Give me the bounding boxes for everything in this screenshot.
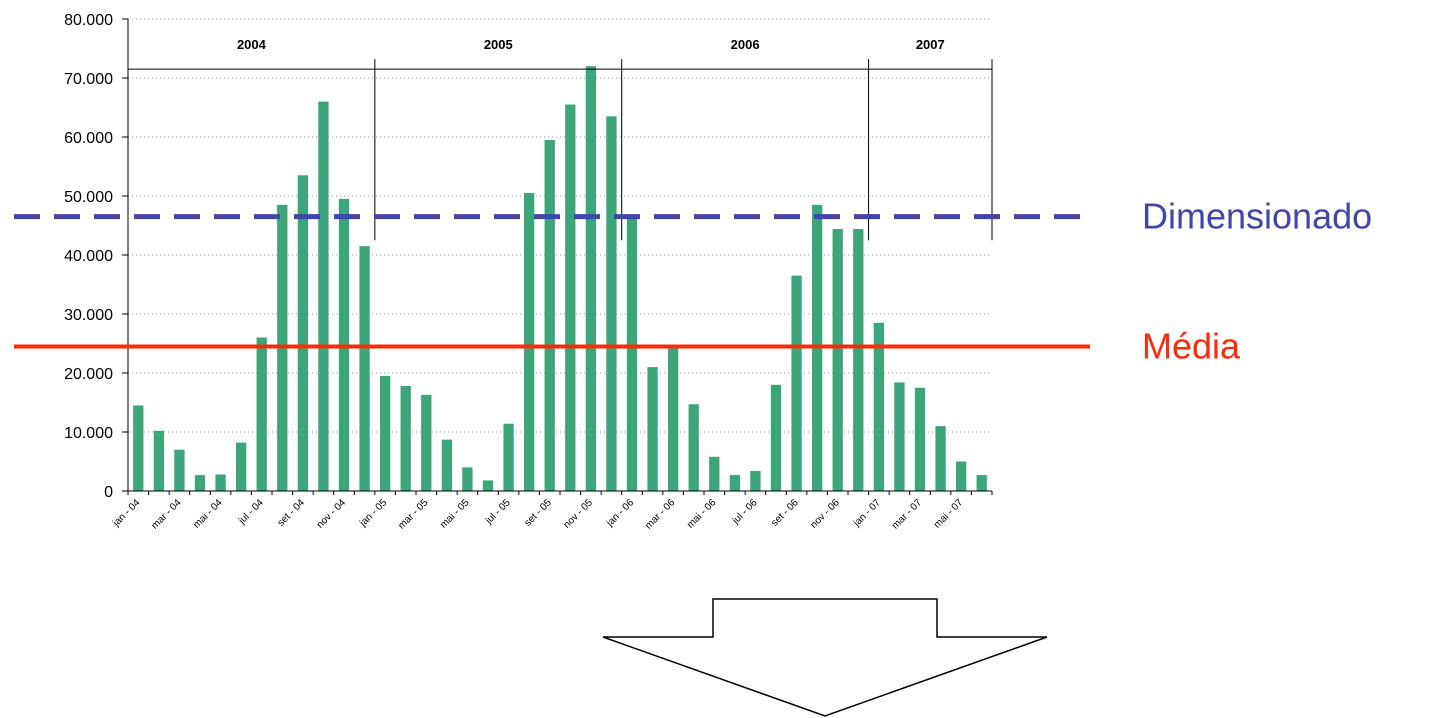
bar — [297, 175, 308, 491]
bar — [791, 275, 802, 491]
bar — [236, 442, 247, 491]
y-tick-label: 80.000 — [64, 12, 113, 29]
y-tick-label: 60.000 — [64, 130, 113, 147]
bar — [174, 449, 185, 491]
down-arrow-icon — [602, 598, 1048, 717]
x-tick-label: mar - 06 — [643, 497, 677, 531]
bar — [668, 346, 679, 491]
year-label: 2006 — [731, 37, 760, 52]
y-axis-ticks: 0 10.000 20.000 30.000 40.000 50.000 60.000 70.… — [64, 12, 128, 501]
x-tick-label: set - 04 — [276, 497, 308, 529]
year-bands: 2004 2005 2006 2007 — [128, 37, 993, 241]
bar — [215, 474, 226, 491]
x-tick-label: mai - 05 — [438, 497, 472, 531]
bar — [626, 216, 638, 491]
y-tick-label: 0 — [104, 484, 113, 501]
year-label: 2007 — [916, 37, 945, 52]
bar — [688, 404, 699, 491]
year-label: 2005 — [484, 37, 513, 52]
bar — [873, 322, 884, 491]
bar — [729, 475, 740, 491]
bar — [585, 66, 596, 491]
bar — [914, 387, 926, 491]
y-tick-label: 50.000 — [64, 189, 113, 206]
x-tick-label: mar - 04 — [149, 497, 183, 531]
x-tick-label: set - 06 — [769, 497, 801, 529]
x-tick-label: jul - 06 — [730, 497, 760, 527]
reference-line-label: Média — [1142, 325, 1241, 366]
x-tick-label: mar - 07 — [890, 497, 924, 531]
reference-lines: Dimensionado Média — [14, 196, 1372, 366]
x-tick-label: mai - 04 — [191, 497, 225, 531]
x-tick-label: mai - 07 — [932, 497, 966, 531]
gridlines — [128, 18, 992, 433]
x-tick-label: jan - 07 — [851, 497, 883, 529]
y-tick-label: 10.000 — [64, 425, 113, 442]
bar — [606, 116, 617, 491]
bar — [503, 423, 514, 491]
bar — [709, 456, 720, 491]
x-tick-label: mar - 05 — [396, 497, 430, 531]
bar — [894, 382, 905, 491]
bar — [565, 104, 576, 492]
x-tick-label: nov - 06 — [809, 497, 843, 531]
x-tick-label: jan - 04 — [110, 497, 142, 529]
bars — [133, 66, 987, 492]
x-tick-label: jul - 04 — [236, 497, 266, 527]
reference-line-label: Dimensionado — [1142, 196, 1372, 237]
bar — [421, 394, 432, 491]
bar — [544, 139, 555, 491]
y-tick-label: 20.000 — [64, 366, 113, 383]
year-label: 2004 — [237, 37, 267, 52]
bar — [750, 470, 761, 491]
x-tick-label: jan - 05 — [357, 497, 389, 529]
x-tick-label: nov - 05 — [562, 497, 596, 531]
bar — [770, 384, 782, 491]
y-tick-label: 30.000 — [64, 307, 113, 324]
bar — [380, 375, 391, 491]
bar — [935, 426, 946, 491]
bar — [956, 461, 967, 491]
bar — [153, 430, 164, 491]
x-tick-label: jan - 06 — [604, 497, 636, 529]
bar — [441, 439, 452, 491]
bar — [359, 246, 370, 491]
bar — [133, 405, 144, 491]
y-tick-label: 70.000 — [64, 71, 113, 88]
x-tick-label: jul - 05 — [483, 497, 513, 527]
x-tick-label: set - 05 — [522, 497, 554, 529]
x-tick-label: nov - 04 — [315, 497, 349, 531]
bar — [976, 475, 987, 491]
bar — [462, 467, 473, 491]
bar — [194, 475, 206, 491]
bar — [832, 229, 843, 492]
bar — [256, 337, 267, 491]
bar — [318, 101, 329, 491]
bar — [482, 480, 494, 491]
bar — [647, 367, 658, 491]
y-tick-label: 40.000 — [64, 248, 113, 265]
x-tick-label: mai - 06 — [685, 497, 719, 531]
bar — [524, 193, 535, 492]
x-axis-ticks: jan - 04 mar - 04 mai - 04 jul - 04 set - 04… — [110, 491, 993, 531]
bar — [400, 385, 411, 491]
bar — [853, 229, 864, 492]
